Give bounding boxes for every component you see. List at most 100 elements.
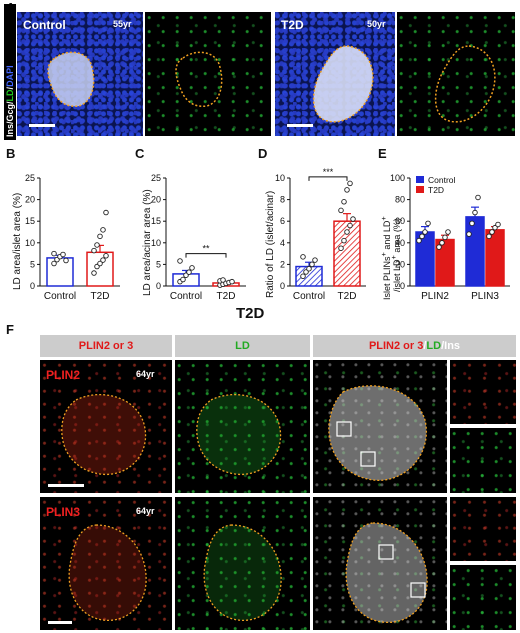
legend-swatch xyxy=(416,186,424,193)
data-point xyxy=(416,237,422,244)
ins-label: Ins xyxy=(5,123,15,137)
data-point xyxy=(492,224,498,231)
plin3-ld-image xyxy=(175,497,310,630)
t2d-label: T2D xyxy=(281,18,304,32)
y-tick-label: 5 xyxy=(156,259,161,269)
plin2-inset-2 xyxy=(450,428,516,493)
ld-label: LD xyxy=(5,89,15,102)
data-point xyxy=(229,278,235,285)
data-point xyxy=(177,258,183,264)
data-point xyxy=(303,269,309,275)
data-point xyxy=(180,276,186,283)
data-point xyxy=(100,227,106,233)
y-tick-label: 20 xyxy=(395,259,405,269)
data-point xyxy=(495,221,501,228)
data-point xyxy=(347,180,353,187)
panel-f-title: T2D xyxy=(236,305,265,322)
plin3-age: 64yr xyxy=(136,506,155,516)
data-point xyxy=(341,199,347,205)
control-merged-image: Control 55yr xyxy=(17,12,143,136)
y-tick-label: 8 xyxy=(280,195,285,205)
legend-swatch xyxy=(416,176,424,183)
data-point xyxy=(189,265,195,271)
x-tick-label: T2D xyxy=(217,291,236,302)
data-point xyxy=(63,257,69,264)
x-tick-label: Control xyxy=(170,291,202,302)
control-label: Control xyxy=(23,18,66,32)
y-tick-label: 10 xyxy=(151,238,161,248)
data-point xyxy=(103,253,109,259)
y-tick-label: 5 xyxy=(30,259,35,269)
significance-bracket xyxy=(308,176,348,181)
data-point xyxy=(103,209,109,216)
data-point xyxy=(97,233,103,240)
data-point xyxy=(220,277,226,283)
y-tick-label: 60 xyxy=(395,216,405,226)
data-point xyxy=(425,220,431,227)
panel-a-side-label: Ins/Gcg/LD/DAPI xyxy=(4,4,16,140)
data-point xyxy=(97,260,103,267)
bar xyxy=(86,251,114,287)
data-point xyxy=(306,265,312,272)
significance-bracket xyxy=(185,253,227,258)
data-point xyxy=(341,237,347,244)
t2d-age: 50yr xyxy=(367,19,386,29)
dapi-label: DAPI xyxy=(5,65,15,87)
x-tick-label: PLIN3 xyxy=(471,291,499,302)
y-tick-label: 6 xyxy=(280,216,285,226)
data-point xyxy=(344,229,350,235)
plin2-age: 64yr xyxy=(136,369,155,379)
data-point xyxy=(60,251,66,258)
plin3-inset-2 xyxy=(450,565,516,630)
scale-bar xyxy=(287,124,313,127)
data-point xyxy=(439,240,445,246)
plin2-merge-image xyxy=(313,360,447,493)
y-tick-label: 0 xyxy=(30,281,35,291)
significance-label: *** xyxy=(323,167,334,177)
plin3-label: PLIN3 xyxy=(46,505,81,519)
y-tick-label: 100 xyxy=(390,173,405,183)
panel-label-c: C xyxy=(135,146,145,161)
data-point xyxy=(51,260,57,267)
plin3-merge-image xyxy=(313,497,447,630)
legend-label: Control xyxy=(428,175,456,185)
data-point xyxy=(442,234,448,241)
data-point xyxy=(469,220,475,227)
x-tick-label: Control xyxy=(293,291,325,302)
bar xyxy=(46,257,74,287)
data-point xyxy=(91,247,97,254)
gcg-label: Gcg xyxy=(5,103,15,122)
data-point xyxy=(472,209,478,216)
bar xyxy=(465,216,485,287)
data-point xyxy=(338,245,344,251)
data-point xyxy=(350,216,356,222)
data-point xyxy=(186,269,192,275)
legend-label: T2D xyxy=(428,185,444,195)
scale-bar xyxy=(48,621,72,624)
t2d-ld-image xyxy=(397,12,515,136)
panel-label-e: E xyxy=(378,146,387,161)
y-tick-label: 80 xyxy=(395,195,405,205)
y-tick-label: 20 xyxy=(151,195,161,205)
panel-label-d: D xyxy=(258,146,268,161)
data-point xyxy=(436,244,442,250)
data-point xyxy=(300,273,306,280)
data-point xyxy=(100,257,106,263)
plin2-ld-image xyxy=(175,360,310,493)
x-tick-label: T2D xyxy=(91,291,110,302)
column-header-plin: PLIN2 or 3 xyxy=(40,335,172,357)
control-age: 55yr xyxy=(113,19,132,29)
data-point xyxy=(309,261,315,268)
t2d-merged-image: T2D 50yr xyxy=(275,12,395,136)
y-tick-label: 40 xyxy=(395,238,405,248)
x-tick-label: PLIN2 xyxy=(421,291,449,302)
y-tick-label: 2 xyxy=(280,259,285,269)
plin3-red-image: PLIN3 64yr xyxy=(40,497,172,630)
panel-label-f: F xyxy=(6,322,14,337)
y-tick-label: 10 xyxy=(25,238,35,248)
data-point xyxy=(338,207,344,214)
y-tick-label: 15 xyxy=(25,216,35,226)
plin3-inset-1 xyxy=(450,497,516,561)
control-ld-image xyxy=(145,12,271,136)
